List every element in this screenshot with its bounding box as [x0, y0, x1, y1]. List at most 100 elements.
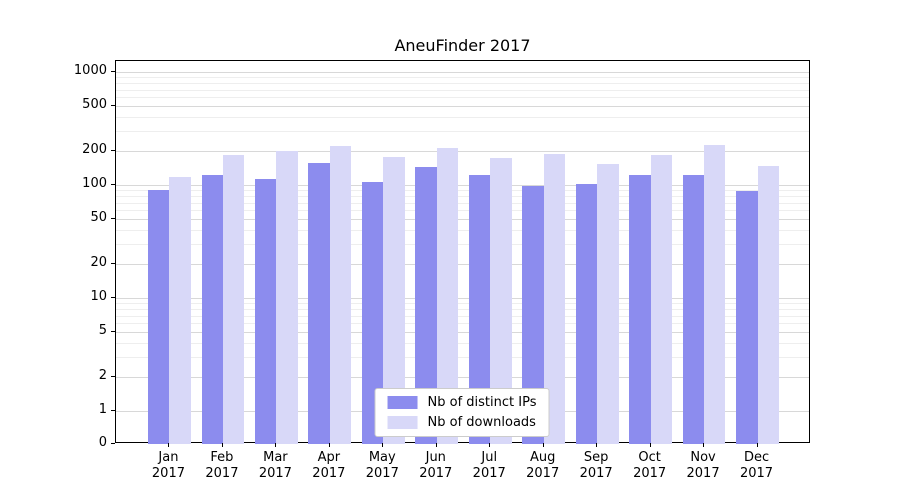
- minor-gridline: [116, 89, 809, 91]
- year-label: 2017: [472, 466, 506, 482]
- year-label: 2017: [686, 466, 720, 482]
- bar-jun-ips: [415, 167, 437, 444]
- bar-aug-ips: [522, 186, 544, 444]
- major-gridline: [116, 185, 809, 186]
- legend: Nb of distinct IPs Nb of downloads: [374, 388, 550, 437]
- minor-gridline: [116, 303, 809, 305]
- bar-feb-downloads: [222, 155, 245, 444]
- major-gridline: [116, 263, 809, 265]
- minor-gridline: [116, 342, 809, 344]
- x-tick-label: Jun 2017: [406, 450, 466, 483]
- bar-feb-ips: [201, 175, 223, 444]
- x-tick-label: Jan 2017: [138, 450, 198, 483]
- minor-gridline: [116, 210, 809, 212]
- month-label: Oct: [638, 450, 661, 465]
- bar-jun-downloads: [436, 148, 459, 444]
- y-tick-mark: [111, 184, 115, 185]
- year-label: 2017: [739, 466, 774, 482]
- month-label: Jul: [481, 450, 498, 465]
- bar-oct-ips: [629, 175, 651, 444]
- y-tick-label: 50: [90, 210, 107, 226]
- year-label: 2017: [151, 466, 185, 482]
- major-gridline: [116, 219, 809, 221]
- y-tick-label: 10: [90, 289, 107, 304]
- bar-may-ips: [361, 181, 384, 444]
- y-tick-mark: [111, 218, 115, 220]
- month-label: Nov: [690, 450, 716, 465]
- legend-label-downloads: Nb of downloads: [427, 415, 536, 430]
- x-tick-mark: [756, 443, 758, 447]
- x-tick-mark: [168, 443, 170, 447]
- minor-gridline: [116, 82, 809, 84]
- y-tick-mark: [111, 297, 115, 298]
- month-label: Dec: [743, 450, 770, 465]
- y-tick-mark: [111, 375, 115, 377]
- minor-gridline: [116, 97, 809, 99]
- minor-gridline: [116, 202, 809, 204]
- year-label: 2017: [579, 466, 613, 482]
- major-gridline: [116, 72, 809, 73]
- legend-swatch-distinct-ips: [387, 396, 418, 409]
- x-tick-mark: [435, 443, 437, 447]
- plot-area: [115, 60, 810, 444]
- x-tick-mark: [275, 443, 277, 447]
- month-label: Sep: [583, 450, 609, 465]
- bar-mar-downloads: [276, 150, 298, 444]
- bar-oct-downloads: [650, 155, 672, 444]
- x-tick-mark: [649, 443, 651, 447]
- x-tick-label: Mar 2017: [245, 450, 305, 483]
- minor-gridline: [116, 116, 809, 118]
- major-gridline: [116, 106, 809, 108]
- x-tick-label: Dec 2017: [727, 450, 787, 483]
- y-tick-label: 500: [82, 97, 107, 113]
- y-tick-mark: [111, 71, 115, 72]
- minor-gridline: [116, 229, 809, 231]
- bar-jul-downloads: [490, 158, 512, 444]
- x-tick-label: Feb 2017: [192, 450, 252, 483]
- bar-sep-ips: [575, 183, 598, 444]
- y-tick-mark: [111, 443, 115, 444]
- major-gridline: [116, 376, 809, 378]
- bar-aug-downloads: [543, 153, 566, 444]
- year-label: 2017: [526, 466, 560, 482]
- month-label: Mar: [263, 450, 288, 465]
- x-tick-mark: [542, 443, 544, 447]
- x-tick-mark: [489, 443, 491, 447]
- bar-nov-downloads: [704, 145, 726, 444]
- year-label: 2017: [312, 466, 346, 482]
- month-label: May: [368, 450, 396, 465]
- year-label: 2017: [419, 466, 453, 482]
- x-tick-label: Apr 2017: [299, 450, 359, 483]
- y-tick-label: 200: [82, 141, 107, 157]
- bar-apr-downloads: [329, 146, 352, 444]
- minor-gridline: [116, 131, 809, 133]
- major-gridline: [116, 150, 809, 152]
- y-tick-label: 1: [98, 402, 107, 417]
- y-tick-label: 2: [98, 367, 107, 383]
- year-label: 2017: [633, 466, 667, 482]
- legend-item-distinct-ips: Nb of distinct IPs: [387, 395, 536, 410]
- minor-gridline: [116, 308, 809, 310]
- x-tick-mark: [703, 443, 705, 447]
- minor-gridline: [116, 190, 809, 192]
- minor-gridline: [116, 77, 809, 79]
- bar-dec-ips: [736, 191, 758, 444]
- minor-gridline: [116, 195, 809, 197]
- bar-sep-downloads: [597, 164, 619, 444]
- month-label: Feb: [210, 450, 234, 465]
- month-label: Jan: [158, 450, 179, 465]
- x-tick-label: May 2017: [352, 450, 412, 483]
- x-tick-label: Nov 2017: [673, 450, 733, 483]
- x-tick-mark: [328, 443, 330, 447]
- year-label: 2017: [365, 466, 399, 482]
- y-tick-label: 5: [98, 323, 107, 339]
- x-tick-label: Jul 2017: [459, 450, 519, 483]
- bar-dec-downloads: [757, 166, 779, 444]
- x-tick-mark: [382, 443, 384, 447]
- y-tick-label: 0: [98, 435, 107, 450]
- y-tick-mark: [111, 105, 115, 107]
- bar-nov-ips: [682, 175, 705, 444]
- bar-jan-downloads: [169, 177, 191, 444]
- month-label: Jun: [425, 450, 446, 465]
- year-label: 2017: [205, 466, 239, 482]
